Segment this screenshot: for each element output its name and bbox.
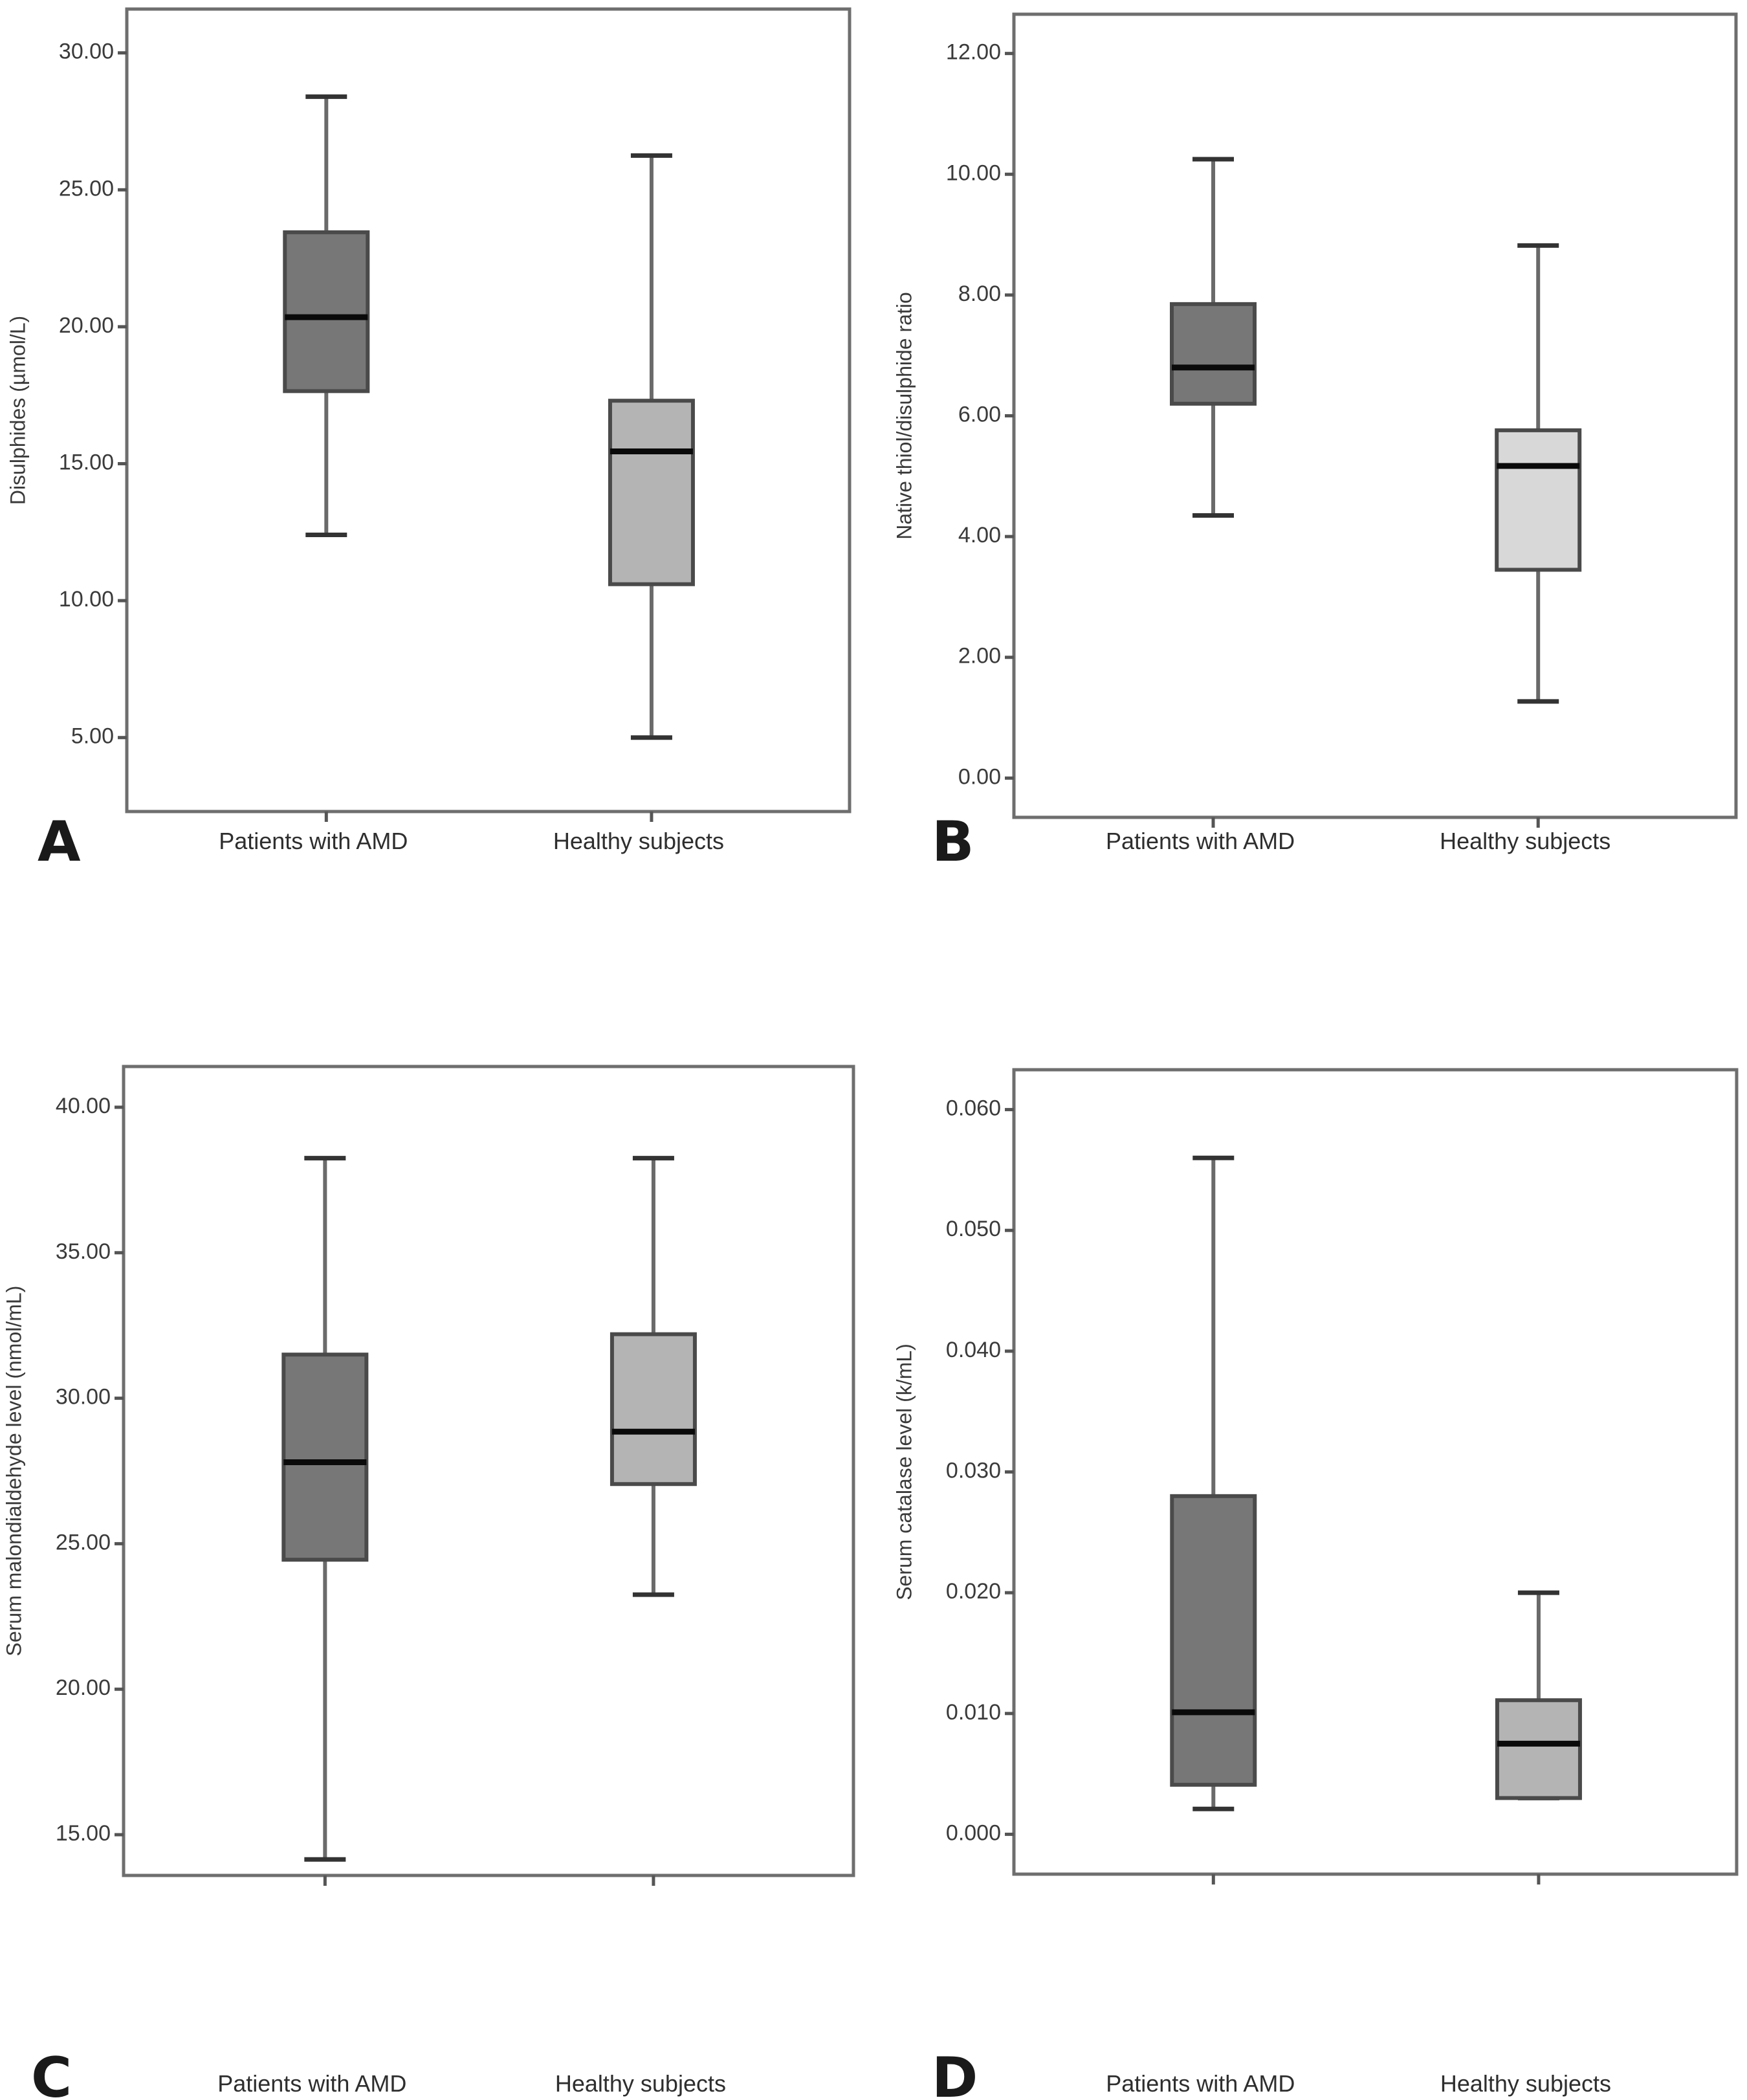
y-axis-label: Serum malondialdehyde level (nmol/mL) — [2, 1286, 25, 1657]
x-category-label: Patients with AMD — [1106, 2070, 1295, 2097]
y-tick-label: 40.00 — [56, 1094, 111, 1118]
panel-letter: B — [932, 810, 974, 874]
y-tick-label: 10.00 — [946, 160, 1001, 185]
y-tick-label: 25.00 — [59, 176, 114, 201]
iqr-box — [1495, 1698, 1582, 1800]
panel-letter: D — [932, 2046, 978, 2100]
panel-letter: C — [31, 2046, 72, 2100]
box-patients-amd — [1170, 1155, 1257, 1811]
x-category-label: Healthy subjects — [553, 828, 724, 854]
iqr-box — [1170, 302, 1257, 406]
y-tick-label: 5.00 — [71, 724, 114, 749]
plot-frame — [125, 7, 852, 813]
y-tick-label: 20.00 — [59, 313, 114, 338]
y-axis-label: Native thiol/disulphide ratio — [892, 292, 916, 539]
plot-frame — [1012, 1068, 1739, 1876]
x-category-label: Healthy subjects — [555, 2070, 726, 2097]
box-patients-amd — [283, 94, 370, 538]
y-tick-label: 0.00 — [958, 764, 1001, 789]
box-healthy-subjects — [1495, 1590, 1582, 1800]
box-patients-amd — [1170, 157, 1257, 518]
y-tick-label: 0.030 — [946, 1458, 1001, 1483]
panel-letter: A — [38, 810, 81, 874]
box-patients-amd — [281, 1156, 369, 1862]
y-tick-label: 12.00 — [946, 40, 1001, 65]
iqr-box — [610, 1332, 697, 1487]
x-category-label: Healthy subjects — [1440, 828, 1610, 854]
box-healthy-subjects — [610, 1156, 697, 1597]
plot-frame — [1012, 12, 1738, 819]
y-tick-label: 0.040 — [946, 1338, 1001, 1362]
y-tick-label: 10.00 — [59, 587, 114, 612]
y-tick-label: 15.00 — [59, 450, 114, 475]
panel-c: 15.00 20.00 25.00 30.00 35.00 40.00 Serum malo… — [2, 1065, 855, 2100]
y-tick-label: 30.00 — [56, 1385, 111, 1409]
x-category-label: Patients with AMD — [217, 2070, 406, 2097]
iqr-box — [608, 399, 695, 586]
y-tick-label: 35.00 — [56, 1239, 111, 1264]
y-tick-label: 0.000 — [946, 1820, 1001, 1845]
y-tick-label: 0.060 — [946, 1096, 1001, 1121]
x-category-label: Healthy subjects — [1440, 2070, 1611, 2097]
y-tick-label: 0.020 — [946, 1579, 1001, 1604]
plot-frame — [122, 1065, 855, 1877]
y-axis-label: Serum catalase level (k/mL) — [892, 1343, 916, 1600]
x-category-label: Patients with AMD — [219, 828, 408, 854]
iqr-box — [281, 1353, 369, 1562]
y-tick-label: 0.010 — [946, 1700, 1001, 1725]
y-tick-label: 30.00 — [59, 39, 114, 64]
box-healthy-subjects — [1495, 243, 1582, 704]
y-tick-label: 0.050 — [946, 1217, 1001, 1241]
panel-d: 0.000 0.010 0.020 0.030 0.040 0.050 0.060 Serum… — [892, 1068, 1739, 2100]
panel-b: 0.00 2.00 4.00 6.00 8.00 10.00 12.00 Native thi… — [892, 12, 1738, 874]
x-category-label: Patients with AMD — [1106, 828, 1295, 854]
y-tick-label: 15.00 — [56, 1821, 111, 1846]
y-tick-label: 8.00 — [958, 282, 1001, 306]
y-tick-label: 4.00 — [958, 523, 1001, 547]
y-tick-label: 25.00 — [56, 1530, 111, 1554]
y-tick-label: 6.00 — [958, 402, 1001, 426]
panel-a: 5.00 10.00 15.00 20.00 25.00 30.00 Disulphides… — [6, 7, 852, 874]
iqr-box — [1170, 1494, 1257, 1787]
iqr-box — [283, 230, 370, 393]
box-healthy-subjects — [608, 153, 695, 740]
y-axis-label: Disulphides (µmol/L) — [6, 316, 29, 505]
y-tick-label: 2.00 — [958, 644, 1001, 669]
iqr-box — [1495, 428, 1582, 572]
y-tick-label: 20.00 — [56, 1675, 111, 1700]
